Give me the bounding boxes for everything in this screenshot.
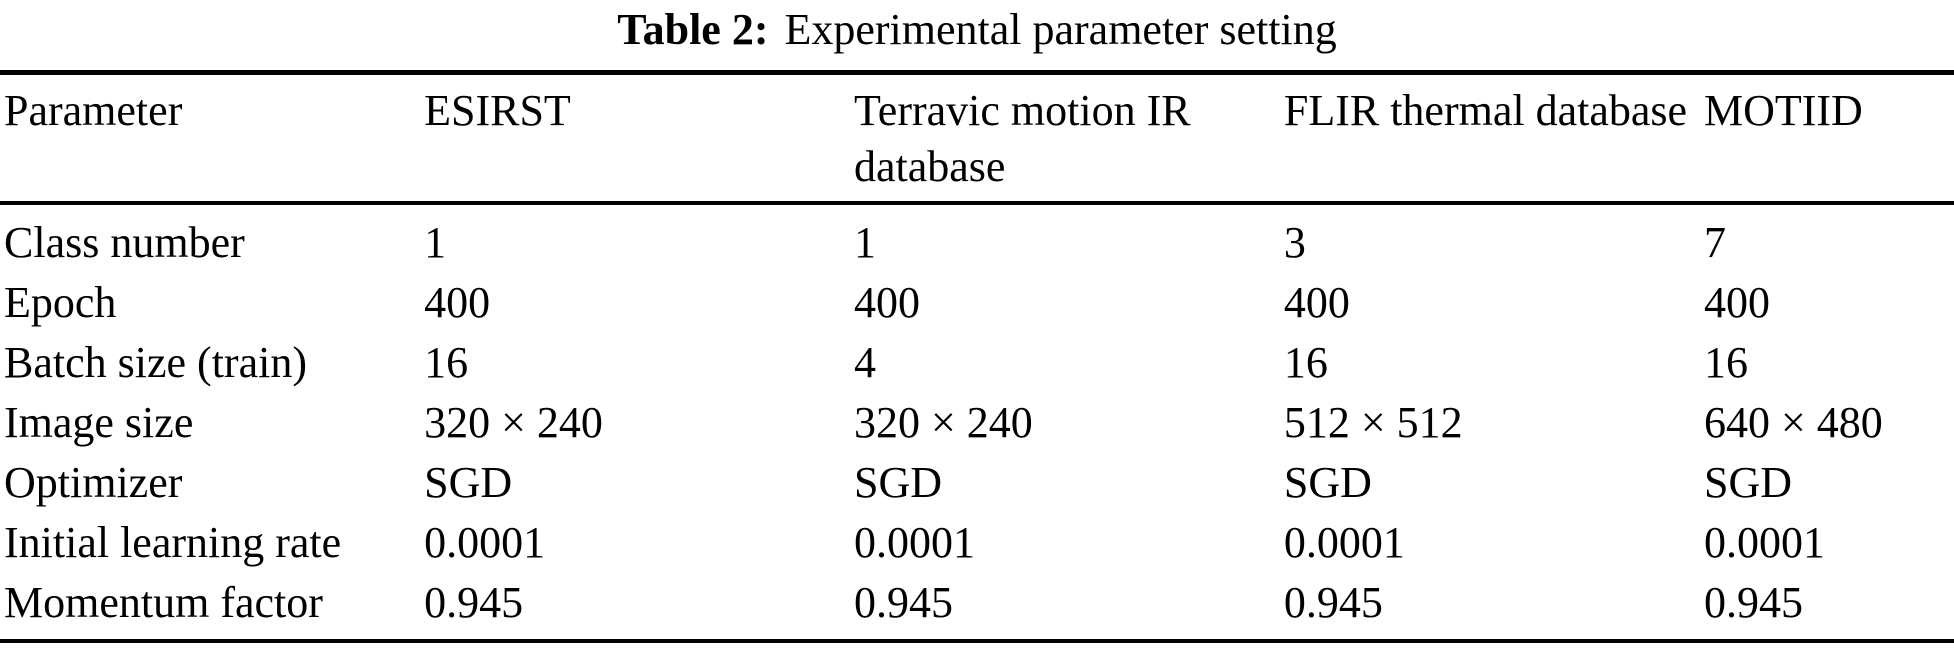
header-row: Parameter ESIRST Terravic motion IR databa… (0, 73, 1954, 203)
value-cell: SGD (1283, 458, 1372, 507)
row-label-cell: Epoch (4, 278, 117, 327)
value-cell: 400 (853, 278, 920, 327)
table-row: Momentum factor 0.945 0.945 0.945 0.945 (0, 573, 1954, 641)
table-row: Image size 320 × 240 320 × 240 512 × 512 640… (0, 393, 1954, 453)
value-cell: 1 (853, 218, 876, 267)
value-cell: 0.945 (1283, 578, 1383, 627)
value-cell: 1 (424, 218, 447, 267)
column-header: Terravic motion IR database (853, 86, 1191, 191)
value-cell: 16 (1703, 338, 1748, 387)
value-cell: 400 (1283, 278, 1350, 327)
table-row: Optimizer SGD SGD SGD SGD (0, 453, 1954, 513)
table-row: Batch size (train) 16 4 16 16 (0, 333, 1954, 393)
value-cell: 4 (853, 338, 876, 387)
table-caption-text: Experimental parameter setting (784, 5, 1337, 54)
column-header: FLIR thermal database (1283, 86, 1688, 135)
column-header: ESIRST (424, 86, 571, 135)
table-row: Epoch 400 400 400 400 (0, 273, 1954, 333)
value-cell: 7 (1703, 218, 1726, 267)
value-cell: 400 (1703, 278, 1770, 327)
column-header: MOTIID (1703, 86, 1863, 135)
value-cell: 0.0001 (1283, 518, 1405, 567)
value-cell: 0.0001 (853, 518, 975, 567)
value-cell: 0.945 (424, 578, 524, 627)
value-cell: 512 × 512 (1283, 398, 1463, 447)
value-cell: 0.0001 (1703, 518, 1825, 567)
value-cell: 0.0001 (424, 518, 546, 567)
table-header: Parameter ESIRST Terravic motion IR databa… (0, 73, 1954, 203)
row-label-cell: Momentum factor (4, 578, 323, 627)
row-label-cell: Batch size (train) (4, 338, 307, 387)
value-cell: 320 × 240 (853, 398, 1033, 447)
row-label-cell: Class number (4, 218, 245, 267)
value-cell: SGD (1703, 458, 1792, 507)
parameters-table: Parameter ESIRST Terravic motion IR databa… (0, 70, 1954, 643)
value-cell: 16 (424, 338, 469, 387)
value-cell: 3 (1283, 218, 1306, 267)
value-cell: 0.945 (1703, 578, 1803, 627)
row-label-cell: Initial learning rate (4, 518, 342, 567)
table-row: Class number 1 1 3 7 (0, 203, 1954, 273)
value-cell: 640 × 480 (1703, 398, 1883, 447)
row-label-cell: Image size (4, 398, 194, 447)
value-cell: SGD (424, 458, 513, 507)
row-label-cell: Optimizer (4, 458, 183, 507)
column-header: Parameter (4, 86, 183, 135)
table-body: Class number 1 1 3 7 Epoch 400 400 400 400 Batch s… (0, 203, 1954, 641)
table-caption-label: Table 2: (617, 5, 769, 54)
value-cell: 16 (1283, 338, 1328, 387)
value-cell: 0.945 (853, 578, 953, 627)
value-cell: SGD (853, 458, 943, 507)
table-caption: Table 2: Experimental parameter setting (0, 0, 1954, 56)
table-row: Initial learning rate 0.0001 0.0001 0.0001 0… (0, 513, 1954, 573)
value-cell: 320 × 240 (424, 398, 603, 447)
value-cell: 400 (424, 278, 491, 327)
